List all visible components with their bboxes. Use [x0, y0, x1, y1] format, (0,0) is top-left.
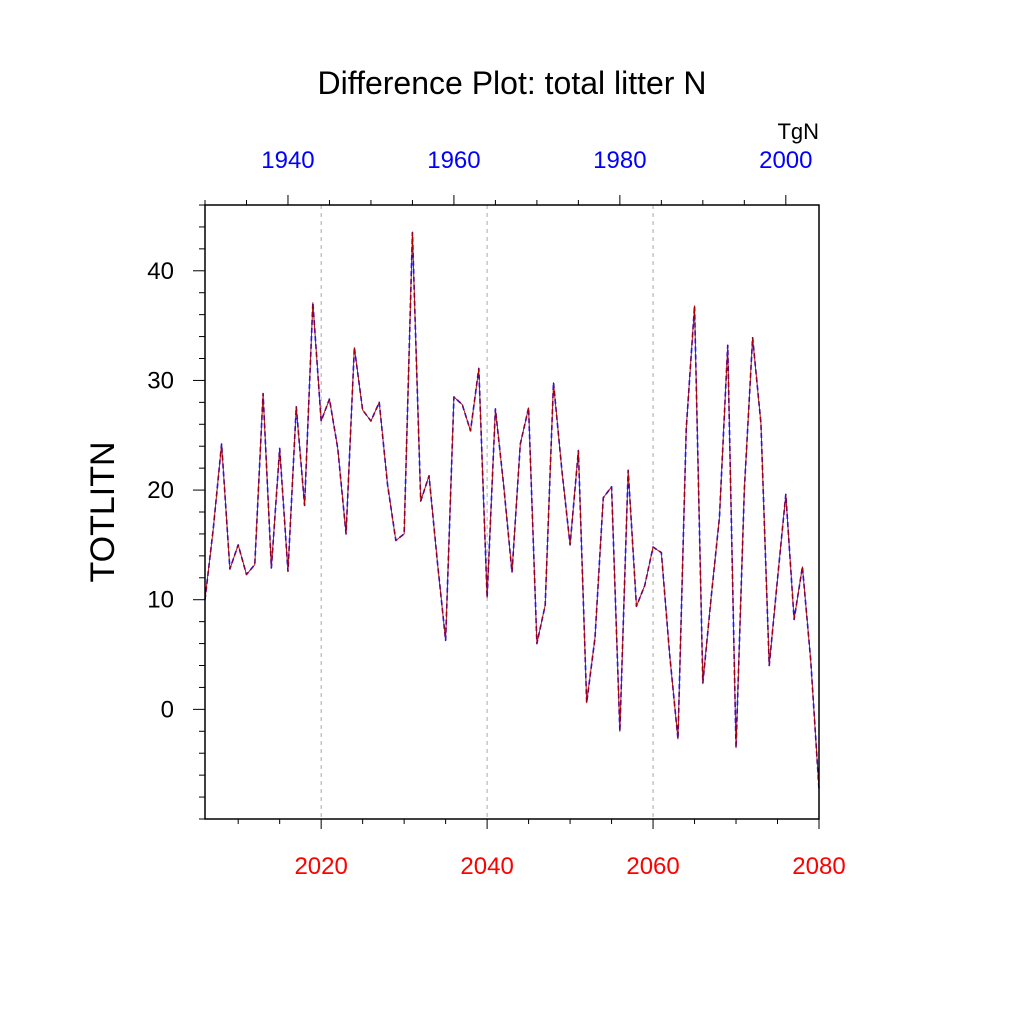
series-line-1 [204, 231, 820, 790]
units-label: TgN [777, 119, 819, 144]
y-tick-label: 20 [147, 477, 174, 504]
x-top-tick-label: 1940 [261, 147, 314, 174]
y-tick-label: 40 [147, 258, 174, 285]
x-top-tick-label: 1960 [427, 147, 480, 174]
chart-title: Difference Plot: total litter N [318, 65, 707, 101]
y-axis-label: TOTLITN [84, 441, 122, 582]
x-bottom-tick-label: 2080 [792, 853, 845, 880]
plot-frame [204, 204, 820, 820]
grid-lines [320, 205, 654, 819]
y-tick-label: 0 [161, 696, 174, 723]
x-bottom-tick-label: 2020 [294, 853, 347, 880]
x-top-tick-label: 1980 [593, 147, 646, 174]
x-bottom-tick-label: 2060 [626, 853, 679, 880]
y-tick-label: 30 [147, 367, 174, 394]
y-tick-label: 10 [147, 587, 174, 614]
x-bottom-tick-label: 2040 [460, 853, 513, 880]
series-lines [204, 231, 820, 790]
axis-ticks [193, 195, 820, 829]
series-line-2 [204, 231, 820, 790]
x-top-tick-label: 2000 [759, 147, 812, 174]
tick-labels: 2020 2040 2060 2080 1940 1960 1980 2000 0 10 20 30 4… [147, 147, 845, 880]
